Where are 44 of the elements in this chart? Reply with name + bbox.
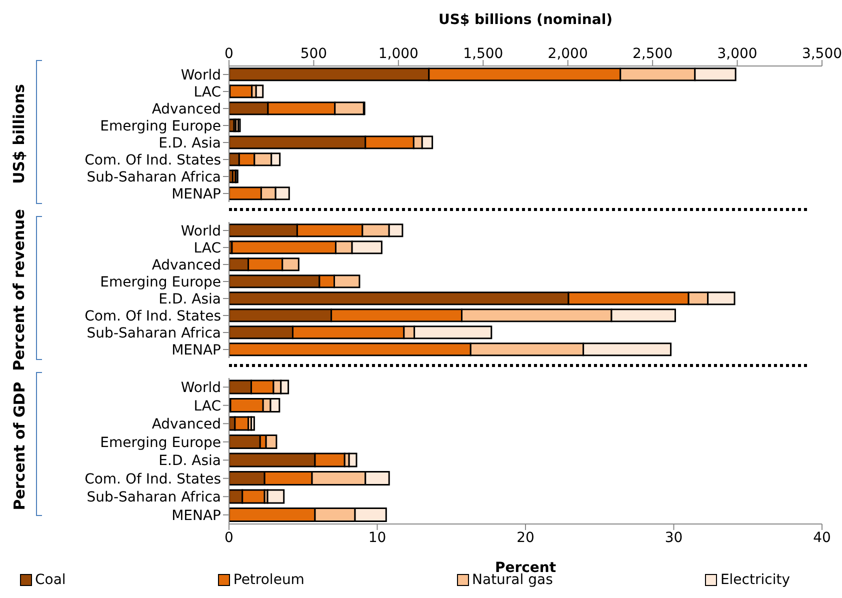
x-axis-title: US$ billions (nominal) (438, 12, 613, 28)
y-tick-label: E.D. Asia (158, 135, 221, 152)
x-tick-label: 40 (813, 530, 831, 546)
y-tick-label: LAC (194, 398, 222, 414)
y-tick-label: E.D. Asia (158, 291, 221, 308)
y-tick-label: MENAP (172, 186, 221, 202)
y-tick-label: Advanced (152, 257, 221, 274)
legend-label: Petroleum (232, 572, 304, 588)
y-tick-label: Com. Of Ind. States (84, 308, 221, 324)
y-axis-title: Percent of revenue (10, 209, 28, 371)
x-tick-label: 20 (516, 530, 534, 546)
y-tick-label: Sub-Saharan Africa (86, 490, 221, 506)
x-tick-label: 1,500 (463, 46, 504, 62)
y-tick-label: Sub-Saharan Africa (86, 169, 221, 186)
y-tick-label: LAC (194, 240, 222, 256)
y-tick-label: World (180, 67, 221, 84)
y-tick-label: E.D. Asia (158, 453, 221, 470)
y-tick-label: Advanced (152, 101, 221, 118)
y-tick-label: MENAP (172, 508, 221, 524)
x-tick-label: 10 (368, 530, 386, 546)
y-axis-title: Percent of GDP (10, 382, 28, 510)
y-tick-label: Emerging Europe (100, 118, 221, 134)
x-tick-label: 2,500 (632, 46, 673, 62)
x-tick-label: 3,500 (802, 46, 842, 62)
y-tick-label: Com. Of Ind. States (84, 471, 221, 488)
x-tick-label: 0 (224, 46, 234, 62)
x-tick-label: 1,000 (378, 46, 418, 62)
y-tick-label: World (180, 223, 221, 240)
legend-label: Electricity (719, 572, 790, 588)
y-tick-label: Emerging Europe (100, 274, 221, 290)
y-axis-title: US$ billions (10, 84, 28, 184)
x-tick-label: 500 (300, 46, 328, 62)
y-tick-label: Emerging Europe (100, 434, 221, 451)
y-tick-label: Sub-Saharan Africa (86, 325, 221, 342)
x-tick-label: 30 (664, 530, 683, 546)
y-tick-label: World (180, 380, 221, 396)
y-tick-label: MENAP (172, 342, 221, 358)
x-tick-label: 0 (224, 530, 234, 546)
y-tick-label: Advanced (152, 416, 221, 433)
x-tick-label: 3,000 (717, 46, 758, 62)
y-tick-label: Com. Of Ind. States (84, 152, 221, 168)
y-tick-label: LAC (194, 84, 222, 100)
x-tick-label: 2,000 (548, 46, 588, 62)
legend-label: Coal (34, 572, 66, 588)
